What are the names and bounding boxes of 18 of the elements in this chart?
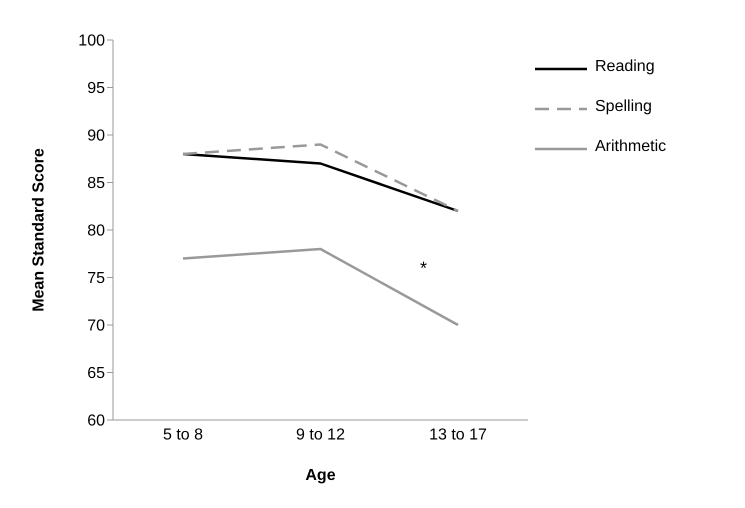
y-axis-title: Mean Standard Score	[30, 148, 48, 312]
x-axis-title: Age	[305, 467, 336, 484]
legend-label: Spelling	[595, 98, 652, 116]
legend-label: Arithmetic	[595, 138, 666, 156]
y-tick-label: 75	[87, 270, 106, 288]
y-tick-label: 80	[87, 222, 106, 240]
annotation: *	[420, 258, 428, 279]
y-tick-label: 60	[87, 412, 106, 430]
x-tick-label: 5 to 8	[162, 426, 204, 444]
x-tick-label: 9 to 12	[296, 426, 346, 444]
y-tick-label: 90	[87, 128, 106, 145]
y-tick-label: 65	[87, 365, 106, 382]
y-tick-label: 95	[87, 80, 106, 98]
legend-label: Reading	[595, 58, 655, 76]
y-tick-label: 85	[87, 175, 106, 192]
y-tick-label: 100	[78, 32, 106, 50]
y-tick-label: 70	[87, 318, 106, 335]
x-tick-label: 13 to 17	[429, 426, 488, 444]
